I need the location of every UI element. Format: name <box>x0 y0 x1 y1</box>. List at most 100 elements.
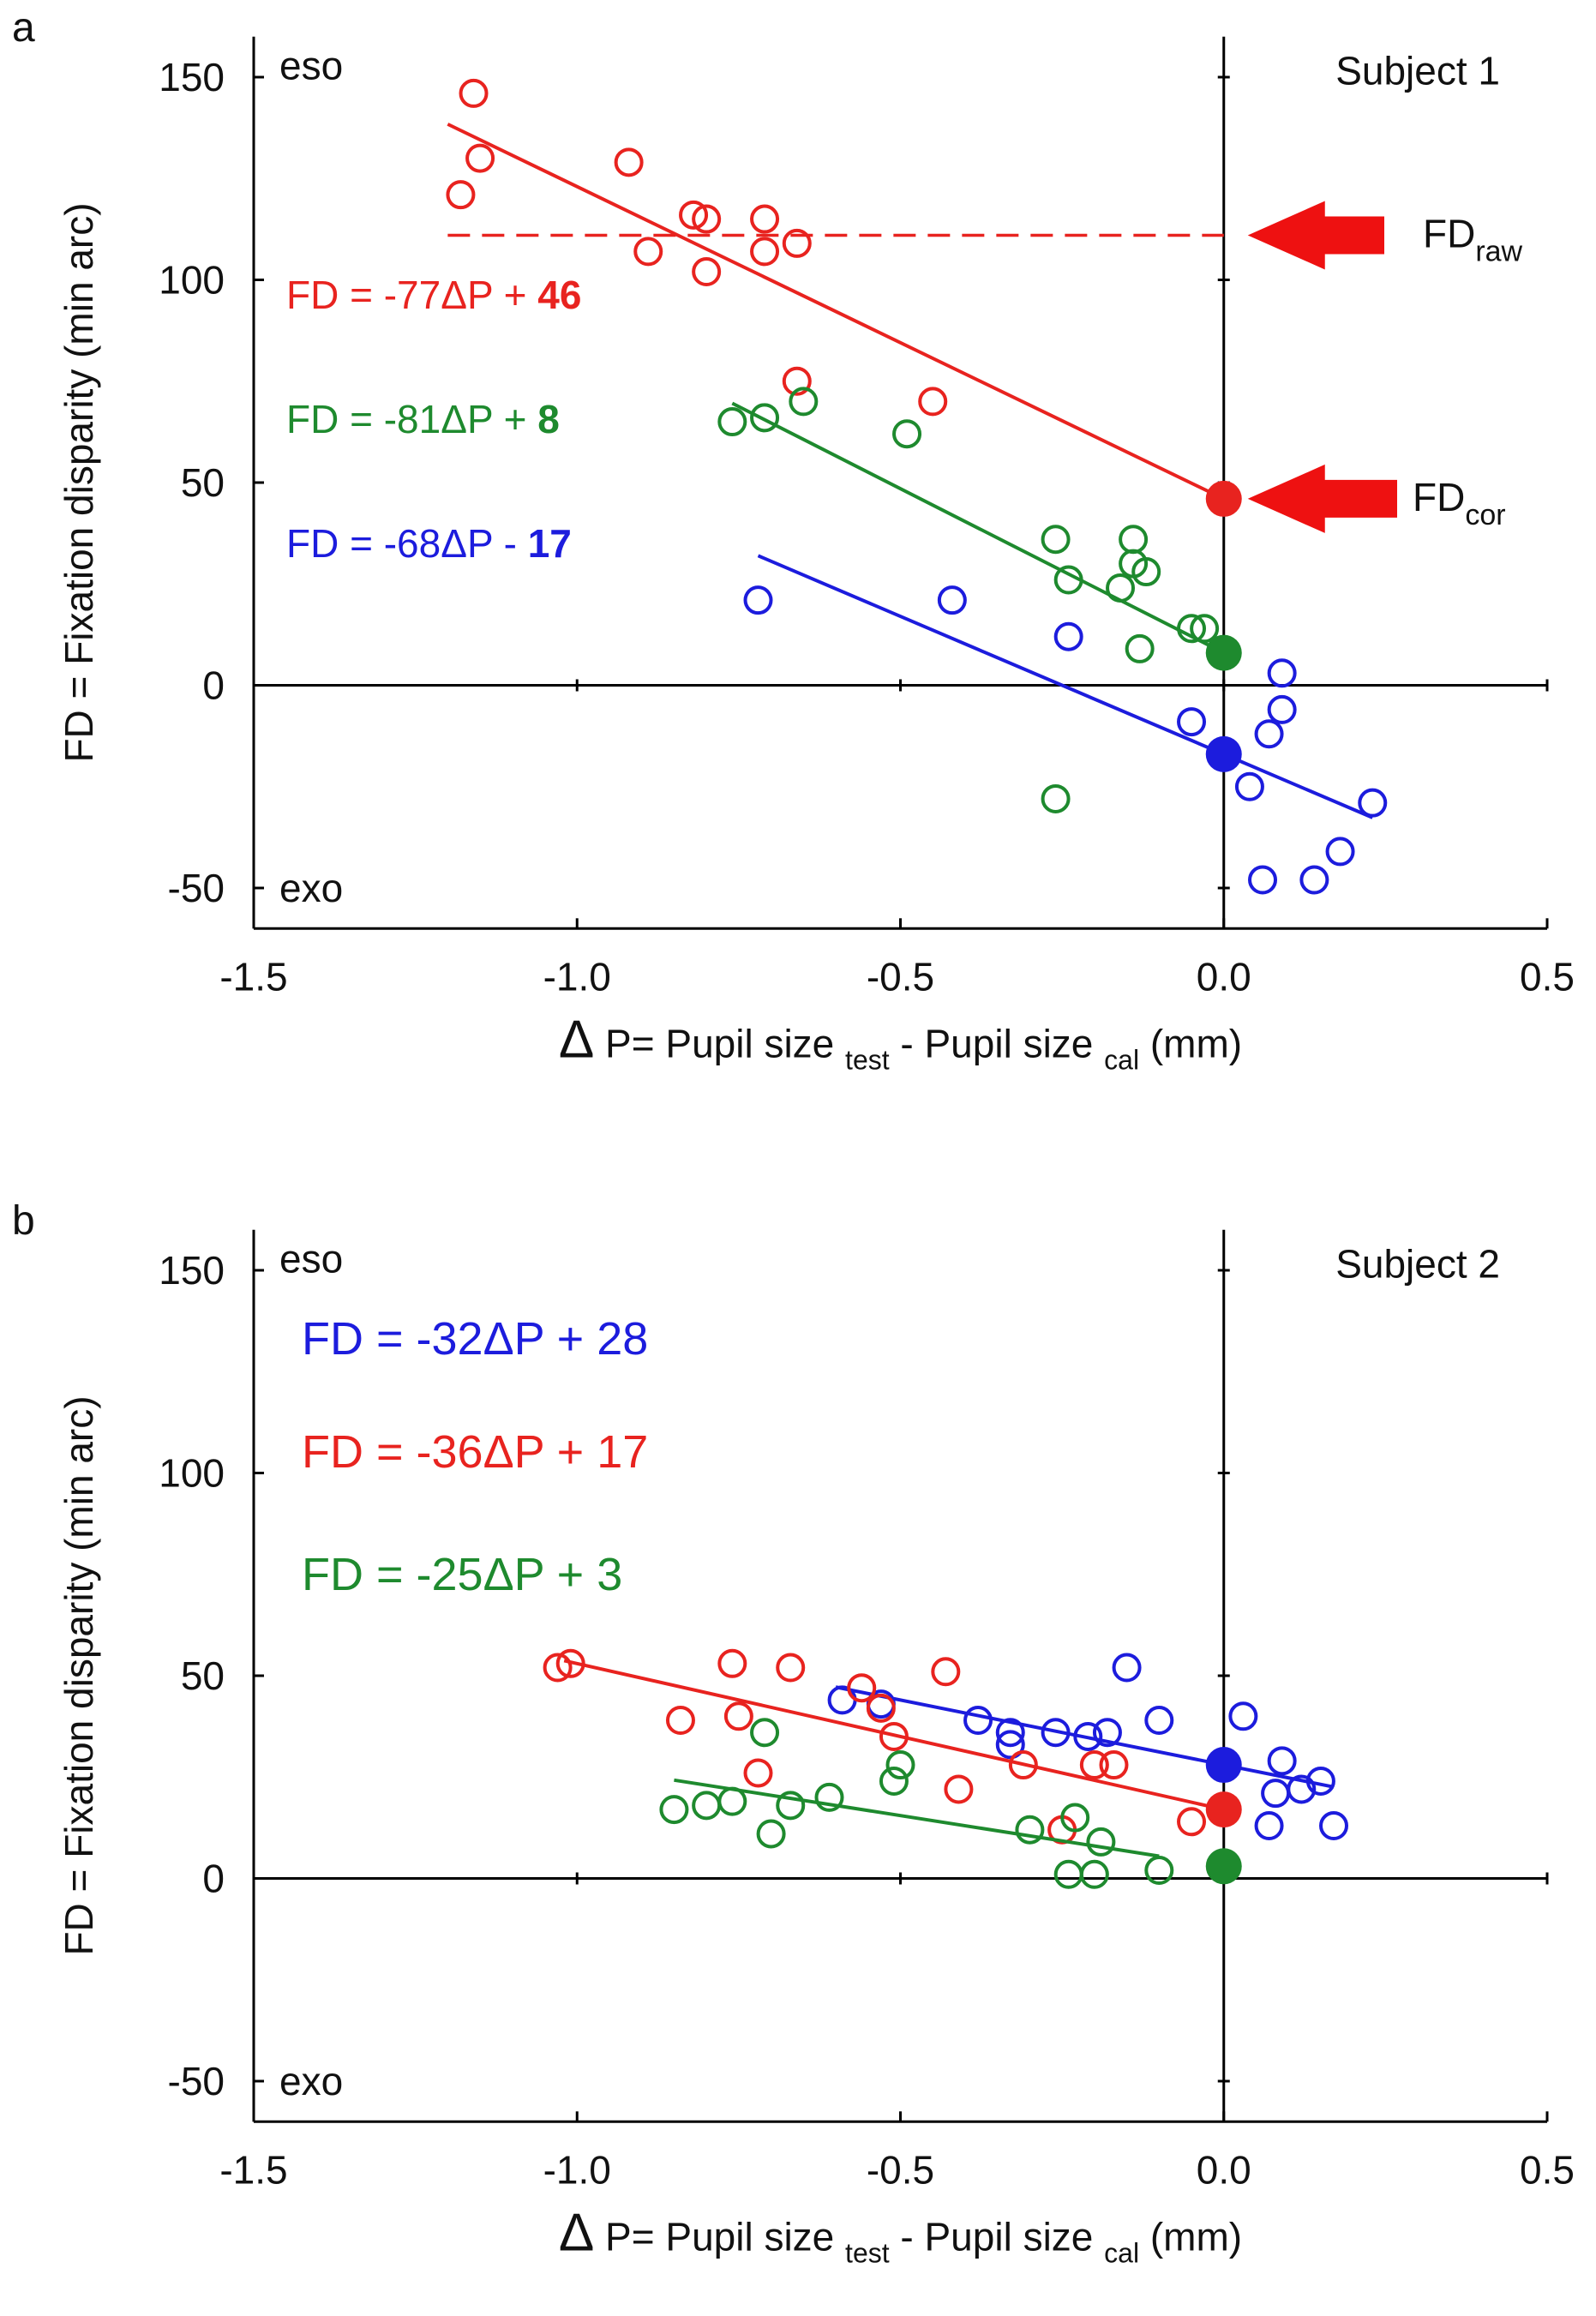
fit-line-red <box>447 123 1225 501</box>
delta-symbol: Δ <box>559 1010 594 1069</box>
fit-line-red <box>563 1659 1225 1812</box>
x-axis-label: Δ P= Pupil size test - Pupil size cal (m… <box>559 2203 1242 2268</box>
y-tick-label: -50 <box>168 866 225 910</box>
equation-text: FD = -77ΔP + <box>286 273 537 317</box>
data-point-blue <box>1325 837 1355 867</box>
x-tick-label: -1.5 <box>219 2147 287 2192</box>
panel-label: b <box>12 1198 35 1244</box>
data-point-red <box>750 237 780 267</box>
data-point-green <box>750 1718 780 1748</box>
x-tick-label: -1.0 <box>543 954 611 999</box>
fit-line-blue <box>757 554 1374 819</box>
y-tick-label: 0 <box>202 1857 225 1901</box>
x-label-subscript: test <box>845 2237 890 2268</box>
x-label-part: (mm) <box>1139 1021 1242 1065</box>
y-tick-label: 150 <box>159 1248 225 1293</box>
data-point-blue <box>1228 1701 1258 1731</box>
fit-line-green <box>674 1778 1160 1858</box>
data-point-red <box>782 366 812 396</box>
x-label-subscript: cal <box>1104 1044 1139 1075</box>
equation-text: FD = -25ΔP + <box>302 1549 597 1600</box>
data-point-blue <box>1287 1774 1317 1804</box>
data-point-blue <box>995 1718 1025 1748</box>
data-point-green <box>1053 565 1083 595</box>
x-label-part: (mm) <box>1139 2214 1242 2259</box>
data-point-green <box>1119 525 1149 555</box>
x-label-part: - Pupil size <box>890 1021 1105 1065</box>
data-point-red <box>614 147 644 177</box>
x-tick-label: 0.5 <box>1520 954 1575 999</box>
equation-blue: FD = -32ΔP + 28 <box>302 1313 648 1365</box>
x-label-subscript: test <box>845 1044 890 1075</box>
exo-label: exo <box>279 866 343 910</box>
annotation-subscript: raw <box>1475 235 1522 267</box>
delta-symbol: Δ <box>559 2203 594 2262</box>
intercept-marker-blue <box>1205 735 1242 772</box>
series-red <box>543 1648 1242 1845</box>
equation-red: FD = -77ΔP + 46 <box>286 273 581 317</box>
data-point-green <box>1177 614 1207 644</box>
x-label-subscript: cal <box>1104 2237 1139 2268</box>
data-point-blue <box>1073 1721 1103 1751</box>
intercept-marker-green <box>1205 1848 1242 1885</box>
data-point-green <box>1079 1859 1109 1889</box>
y-axis-label: FD = Fixation disparity (min arc) <box>57 202 101 762</box>
data-point-blue <box>1267 694 1297 724</box>
data-point-blue <box>937 585 967 615</box>
data-point-green <box>659 1795 689 1825</box>
data-point-blue <box>1248 865 1278 895</box>
x-tick-label: -0.5 <box>867 2147 934 2192</box>
equation-text: FD = -32ΔP + <box>302 1313 597 1365</box>
data-point-green <box>750 403 780 433</box>
fd-raw-label: FDraw <box>1423 211 1523 267</box>
data-point-red <box>633 237 663 267</box>
intercept-marker-red <box>1205 1791 1242 1828</box>
data-point-blue <box>1358 788 1388 818</box>
data-point-green <box>692 1791 722 1821</box>
equation-text: FD = -68ΔP - <box>286 521 528 566</box>
x-tick-label: -1.5 <box>219 954 287 999</box>
equation-green: FD = -81ΔP + 8 <box>286 397 560 441</box>
chart-title: Subject 1 <box>1335 49 1500 93</box>
x-label-part: P= Pupil size <box>594 2214 845 2259</box>
data-point-blue <box>743 585 773 615</box>
data-point-blue <box>1254 1811 1284 1841</box>
equation-intercept: 8 <box>537 397 560 441</box>
data-point-red <box>692 257 722 287</box>
data-point-green <box>1190 614 1220 644</box>
y-tick-label: 100 <box>159 258 225 303</box>
data-point-blue <box>1299 865 1329 895</box>
chart-panel-b: -1.5 -1.0 -0.5 0.0 0.5 -50 0 50 100 150 b Subject 2… <box>12 1198 1575 2268</box>
data-point-blue <box>1092 1718 1122 1748</box>
data-point-red <box>692 204 722 234</box>
data-point-blue <box>1234 771 1264 801</box>
data-point-red <box>465 143 495 173</box>
data-point-red <box>446 180 476 210</box>
exo-label: exo <box>279 2059 343 2103</box>
data-point-green <box>1144 1856 1174 1886</box>
series-blue <box>827 1653 1349 1841</box>
equation-green: FD = -25ΔP + 3 <box>302 1549 622 1600</box>
equation-intercept: 17 <box>597 1426 648 1478</box>
data-point-red <box>717 1648 747 1678</box>
data-point-green <box>717 407 747 437</box>
data-point-red <box>459 78 489 108</box>
fd-cor-arrow <box>1247 464 1397 533</box>
panel-label: a <box>12 5 35 51</box>
y-tick-label: -50 <box>168 2059 225 2103</box>
data-point-green <box>892 419 922 449</box>
data-point-red <box>1079 1750 1109 1780</box>
data-point-red <box>1177 1807 1207 1837</box>
data-point-red <box>750 204 780 234</box>
chart-title: Subject 2 <box>1335 1242 1500 1287</box>
chart-panel-a: -1.5 -1.0 -0.5 0.0 0.5 -50 0 50 100 150 a Subject 1… <box>12 5 1575 1075</box>
equation-intercept: 17 <box>528 521 572 566</box>
data-point-green <box>814 1782 844 1812</box>
data-point-green <box>776 1791 806 1821</box>
y-axis-label: FD = Fixation disparity (min arc) <box>57 1395 101 1955</box>
x-tick-label: 0.5 <box>1520 2147 1575 2192</box>
series-green <box>659 1718 1242 1889</box>
equation-red: FD = -36ΔP + 17 <box>302 1426 648 1478</box>
data-point-red <box>918 387 948 417</box>
eso-label: eso <box>279 44 343 88</box>
